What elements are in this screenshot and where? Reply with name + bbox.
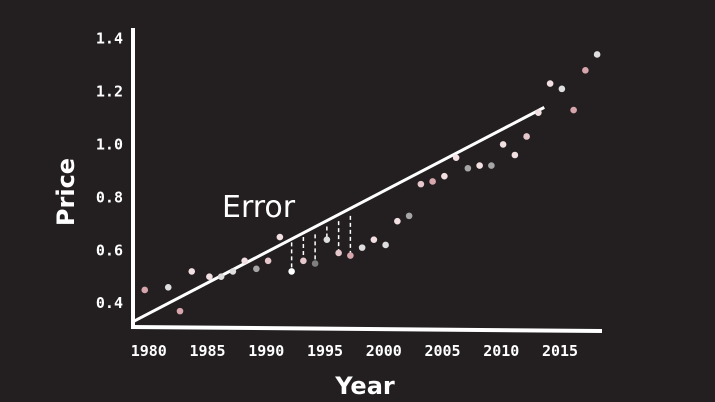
data-point bbox=[276, 233, 284, 241]
y-tick-labels: 0.4 0.6 0.8 1.0 1.2 1.4 bbox=[96, 30, 123, 313]
data-point bbox=[241, 257, 248, 265]
x-tick-label: 1980 bbox=[131, 342, 167, 360]
x-tick-label: 2015 bbox=[542, 342, 578, 360]
x-tick-labels: 1980 1985 1990 1995 2000 2005 2010 2015 bbox=[131, 342, 578, 360]
data-point bbox=[570, 106, 577, 114]
x-tick-label: 2000 bbox=[366, 342, 402, 360]
data-point bbox=[206, 273, 213, 281]
data-point bbox=[488, 162, 495, 169]
y-axis-title: Price bbox=[52, 158, 80, 226]
y-tick-label: 1.0 bbox=[96, 135, 123, 153]
data-point bbox=[582, 67, 589, 74]
data-point bbox=[323, 236, 331, 243]
data-point bbox=[347, 252, 354, 259]
x-tick-label: 1990 bbox=[248, 342, 284, 360]
data-point bbox=[176, 307, 184, 315]
data-point bbox=[535, 109, 542, 116]
data-point bbox=[593, 51, 601, 58]
data-point bbox=[288, 268, 295, 275]
data-point bbox=[546, 80, 554, 87]
x-axis-line bbox=[130, 325, 603, 333]
data-point bbox=[335, 249, 342, 257]
data-point bbox=[394, 217, 401, 225]
data-point bbox=[311, 260, 319, 267]
x-tick-label: 1995 bbox=[307, 342, 343, 360]
data-point bbox=[429, 178, 436, 185]
regression-line bbox=[132, 106, 545, 324]
x-axis-title: Year bbox=[334, 372, 395, 400]
data-point bbox=[358, 244, 366, 251]
x-tick-label: 2010 bbox=[483, 342, 519, 360]
y-tick-label: 0.6 bbox=[96, 241, 123, 259]
y-tick-label: 1.4 bbox=[96, 30, 123, 48]
error-annotation: Error bbox=[222, 190, 296, 225]
data-point bbox=[523, 133, 530, 140]
y-tick-label: 1.2 bbox=[96, 83, 123, 101]
y-tick-label: 0.4 bbox=[96, 294, 123, 312]
y-tick-label: 0.8 bbox=[96, 188, 123, 206]
data-point bbox=[405, 212, 413, 220]
data-point bbox=[499, 141, 507, 148]
chart-marks bbox=[132, 51, 601, 324]
data-point bbox=[188, 268, 196, 275]
x-tick-label: 2005 bbox=[424, 342, 460, 360]
data-point bbox=[229, 268, 237, 275]
data-point bbox=[464, 164, 472, 172]
data-point bbox=[452, 154, 460, 161]
data-point bbox=[217, 273, 225, 281]
data-point bbox=[476, 162, 483, 169]
x-tick-label: 1985 bbox=[189, 342, 225, 360]
data-point bbox=[253, 265, 260, 273]
data-point bbox=[511, 151, 519, 159]
data-point bbox=[164, 284, 172, 291]
data-point bbox=[382, 241, 389, 249]
data-point bbox=[417, 180, 425, 188]
data-point bbox=[264, 257, 272, 265]
data-point bbox=[441, 172, 448, 180]
data-point bbox=[300, 257, 307, 265]
data-point bbox=[370, 236, 378, 243]
data-point bbox=[141, 286, 149, 294]
data-point bbox=[558, 85, 566, 93]
